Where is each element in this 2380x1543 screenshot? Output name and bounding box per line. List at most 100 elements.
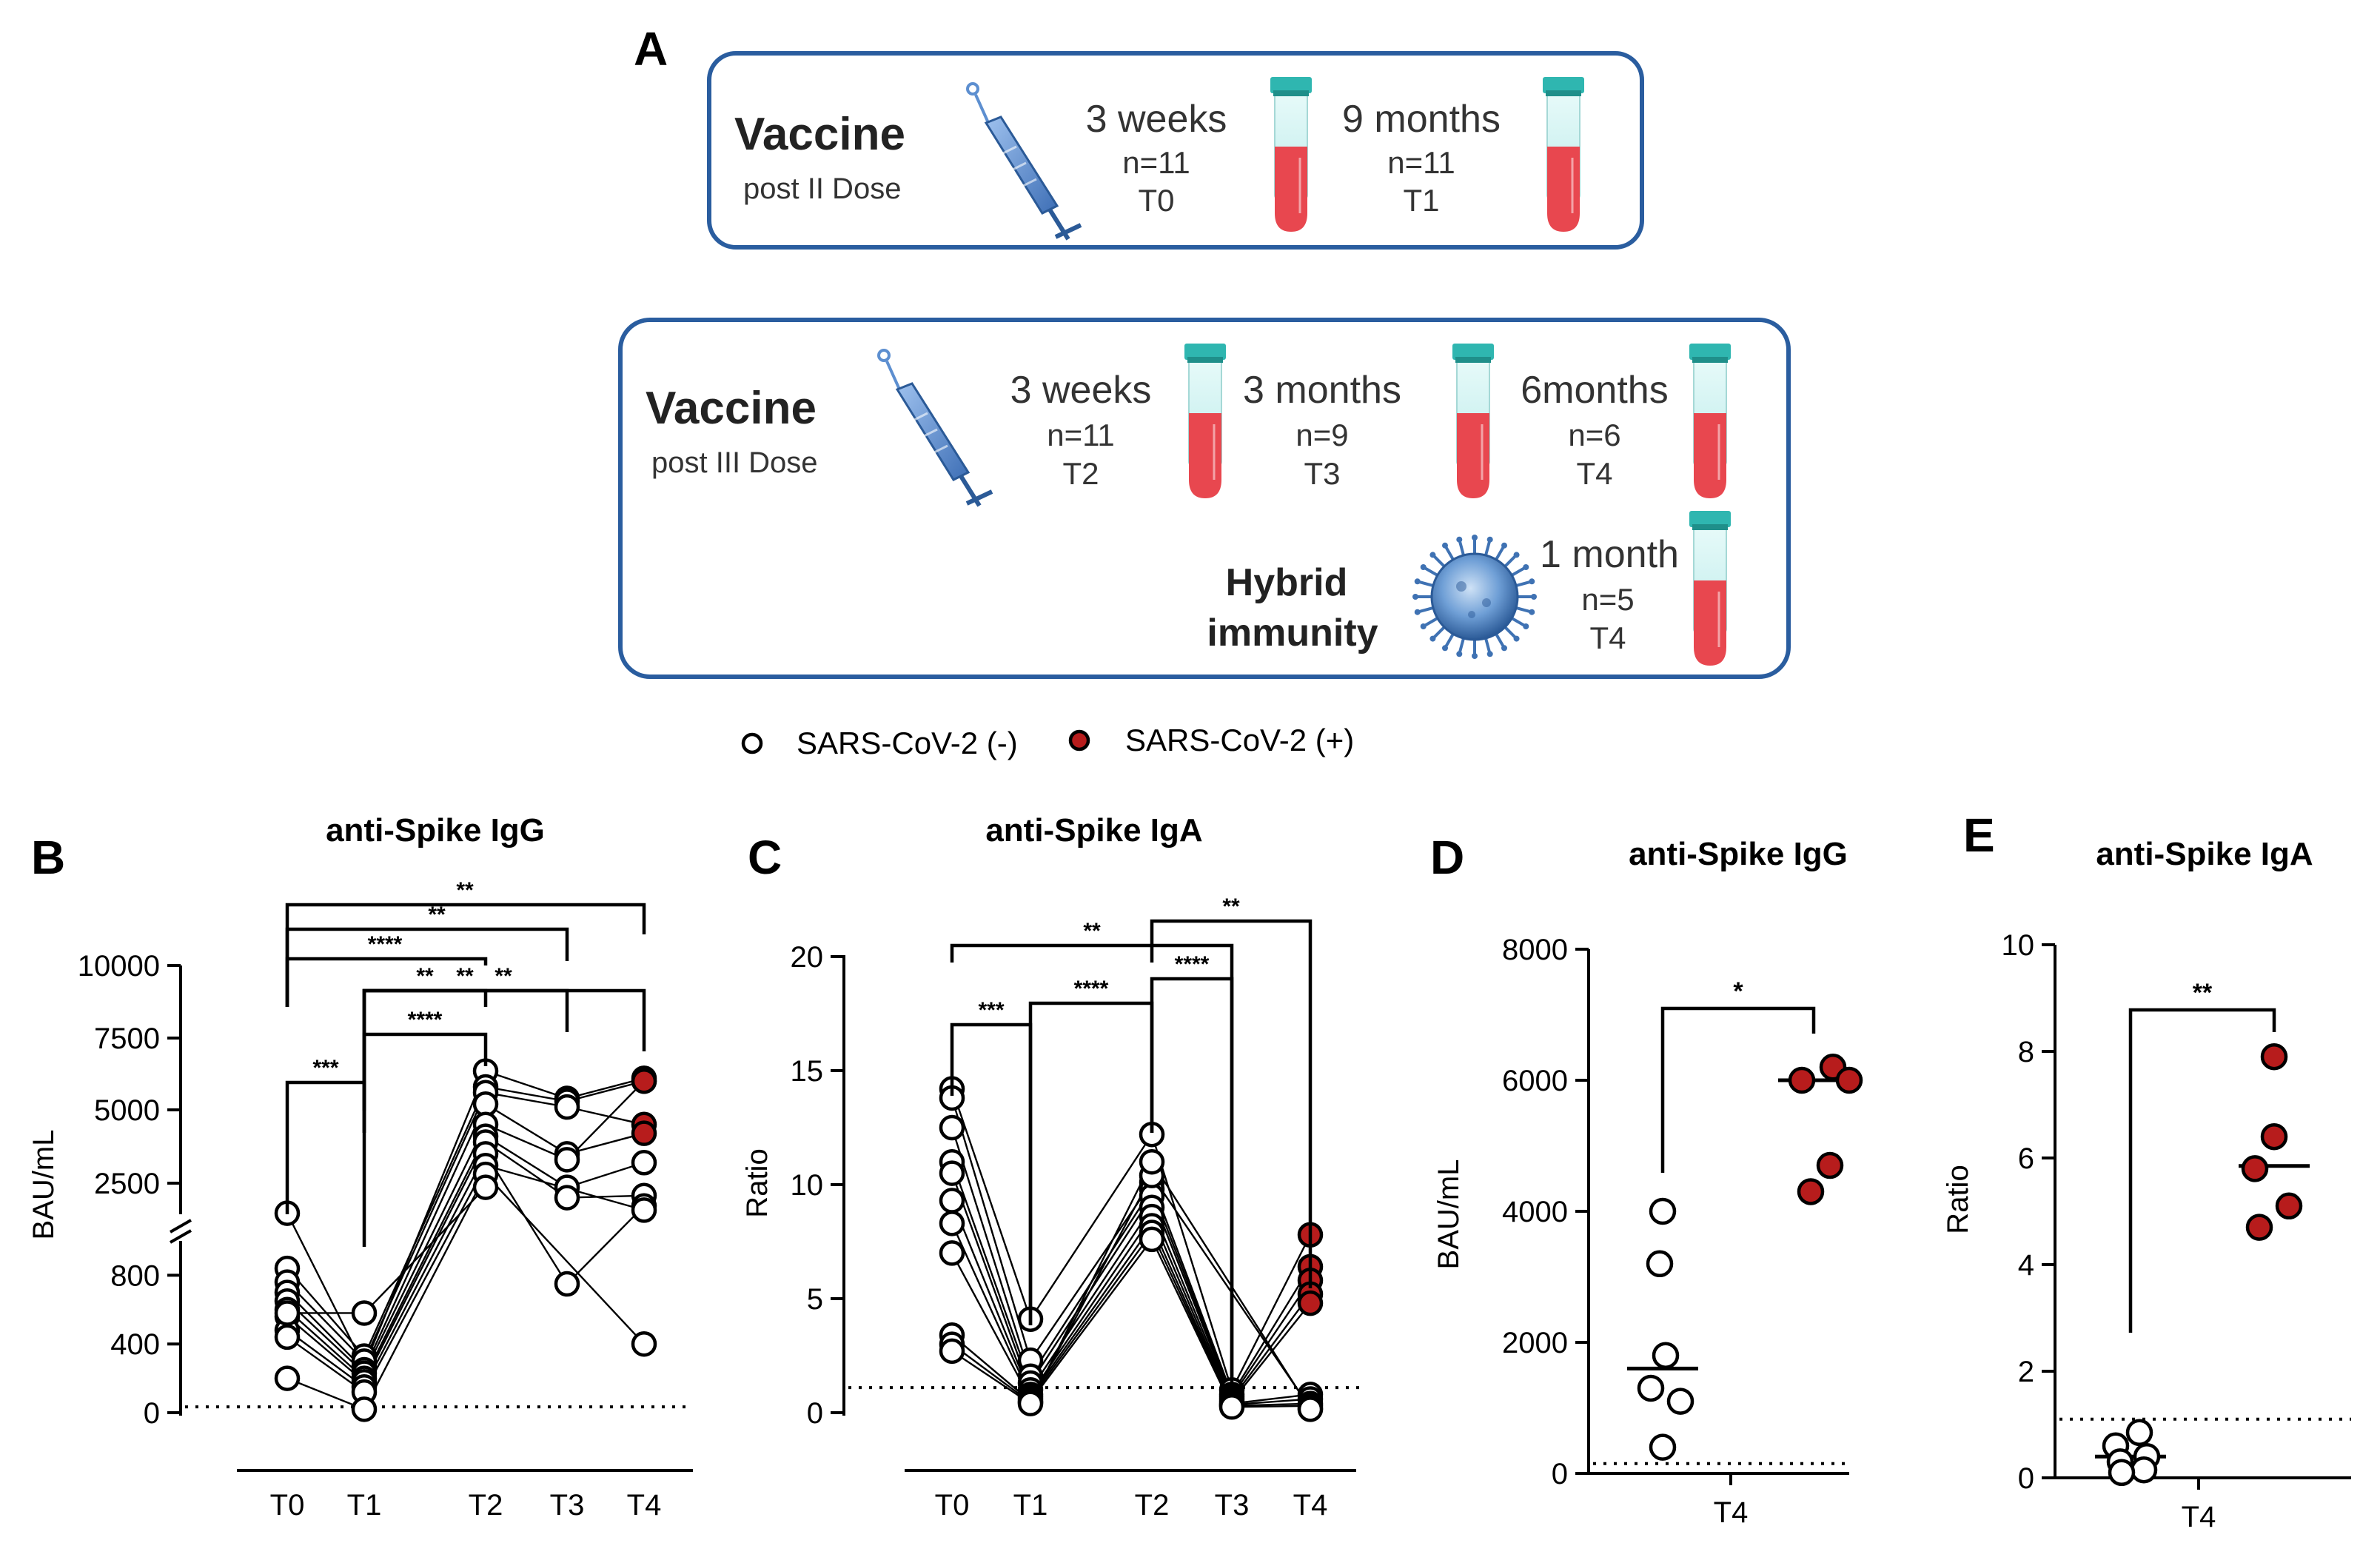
data-point-positive [2275, 1192, 2303, 1220]
virus-icon [1412, 535, 1537, 659]
blood-tube-icon [1269, 76, 1313, 233]
y-tick-label: 10 [791, 1169, 824, 1202]
virus-spike-tip [1420, 564, 1427, 570]
significance-bracket [285, 903, 646, 1007]
x-tick-label: T4 [1293, 1489, 1328, 1522]
significance-bracket [362, 1032, 488, 1133]
y-axis-label: Ratio [741, 1148, 774, 1217]
virus-spike-tip [1442, 542, 1448, 549]
hybrid-time: 1 month [1540, 533, 1679, 576]
data-point-negative [631, 1197, 657, 1223]
x-tick-label: T4 [627, 1489, 662, 1522]
dose-3-subtitle: post III Dose [651, 446, 818, 479]
data-point-negative [554, 1147, 580, 1173]
dose-2-subtitle: post II Dose [743, 173, 901, 205]
y-tick-label: 4 [2018, 1249, 2034, 1282]
y-tick-label: 4000 [1502, 1196, 1568, 1228]
data-point-negative [554, 1094, 580, 1120]
virus-spike [1458, 540, 1466, 558]
data-point-positive [1788, 1066, 1816, 1094]
subject-line [286, 1080, 645, 1358]
data-point-negative [1297, 1396, 1324, 1422]
y-tick-label: 0 [2018, 1462, 2034, 1495]
data-point-negative [1649, 1433, 1677, 1461]
y-tick-label: 400 [110, 1328, 160, 1361]
data-point-negative [939, 1338, 965, 1365]
y-axis-label: Ratio [1942, 1165, 1974, 1234]
y-tick-label: 0 [807, 1397, 823, 1430]
data-point-negative [351, 1396, 378, 1422]
data-point-negative [1652, 1342, 1680, 1369]
significance-label: **** [368, 932, 403, 957]
data-point-positive [1835, 1066, 1863, 1094]
data-point-positive [631, 1120, 657, 1146]
virus-spike-tip [1414, 609, 1421, 615]
virus-spike-tip [1513, 635, 1520, 642]
y-tick-label: 10000 [78, 950, 160, 983]
y-tick-label: 5000 [94, 1094, 160, 1127]
virus-spike [1484, 636, 1492, 653]
dose-2-step-1-time: 3 weeks [1086, 98, 1227, 141]
dose-3-step-2-n: n=9 [1295, 418, 1348, 452]
panel-c-chart: C anti-Spike IgA Ratio 0 5 10 15 20 T0 T1 T2 T3 T4 *… [741, 812, 1359, 1522]
chart-title: anti-Spike IgG [1629, 836, 1848, 872]
y-tick-label: 2000 [1502, 1327, 1568, 1359]
data-point-positive [1297, 1290, 1324, 1316]
legend-negative-marker [741, 732, 763, 754]
virus-spike [1458, 636, 1466, 653]
data-point-negative [939, 1188, 965, 1214]
y-tick-label: 2500 [94, 1168, 160, 1200]
virus-spike [1494, 546, 1505, 562]
blood-tube-icon [1451, 342, 1495, 500]
data-point-negative [1219, 1394, 1245, 1420]
subject-line [951, 1174, 1311, 1409]
significance-label: ** [428, 903, 446, 927]
panel-e-letter: E [1963, 809, 1995, 862]
dose-3-step-1-n: n=11 [1047, 418, 1115, 452]
virus-spike-tip [1486, 651, 1493, 657]
significance-label: **** [408, 1008, 443, 1032]
x-tick-label: T4 [2182, 1501, 2216, 1533]
virus-spike-tip [1442, 645, 1448, 652]
data-point-negative [1139, 1226, 1165, 1253]
y-tick-label: 2 [2018, 1356, 2034, 1388]
chart-title: anti-Spike IgG [326, 812, 545, 849]
virus-spike [1432, 625, 1447, 639]
y-tick-label: 15 [791, 1055, 824, 1088]
data-point-negative [1666, 1388, 1695, 1415]
data-point-negative [631, 1331, 657, 1357]
x-tick-label: T1 [1013, 1489, 1048, 1522]
data-point-negative [472, 1174, 499, 1200]
schedule-box-dose-2-frame [707, 51, 1644, 250]
subject-line [286, 1173, 645, 1410]
significance-label: ** [456, 964, 474, 988]
hybrid-tp: T4 [1589, 620, 1626, 655]
subject-line [951, 1159, 1312, 1410]
data-point-negative [274, 1365, 301, 1391]
virus-spike [1503, 555, 1517, 569]
hybrid-n: n=5 [1581, 582, 1634, 617]
axis-break-mark [170, 1219, 192, 1234]
panel-b-chart: B anti-Spike IgG BAU/mL 0 400 800 2500 5000 750… [27, 812, 693, 1522]
schedule-box-dose-3: Vaccine post III Dose 3 weeks n=11 T2 3 … [618, 318, 1791, 679]
significance-label: *** [312, 1056, 338, 1080]
virus-spike-tip [1429, 552, 1436, 558]
virus-spike [1424, 616, 1440, 627]
data-point-negative [2130, 1456, 2158, 1484]
virus-spike [1418, 606, 1435, 614]
data-point-negative [939, 1240, 965, 1266]
subject-line [287, 1186, 486, 1314]
legend-positive-label: SARS-CoV-2 (+) [1125, 723, 1354, 757]
significance-bracket [1028, 1001, 1154, 1325]
virus-spike-tip [1456, 536, 1463, 543]
significance-label: ** [2193, 979, 2213, 1007]
y-axis-label: BAU/mL [27, 1130, 60, 1240]
virus-spike [1444, 632, 1455, 648]
data-point-negative [274, 1300, 301, 1326]
significance-bracket [2128, 1008, 2276, 1333]
virus-spike-tip [1420, 623, 1427, 629]
data-point-negative [1637, 1374, 1665, 1402]
data-point-positive [1797, 1178, 1825, 1205]
legend-negative-label: SARS-CoV-2 (-) [797, 726, 1018, 760]
hybrid-label-2: immunity [1207, 612, 1378, 655]
